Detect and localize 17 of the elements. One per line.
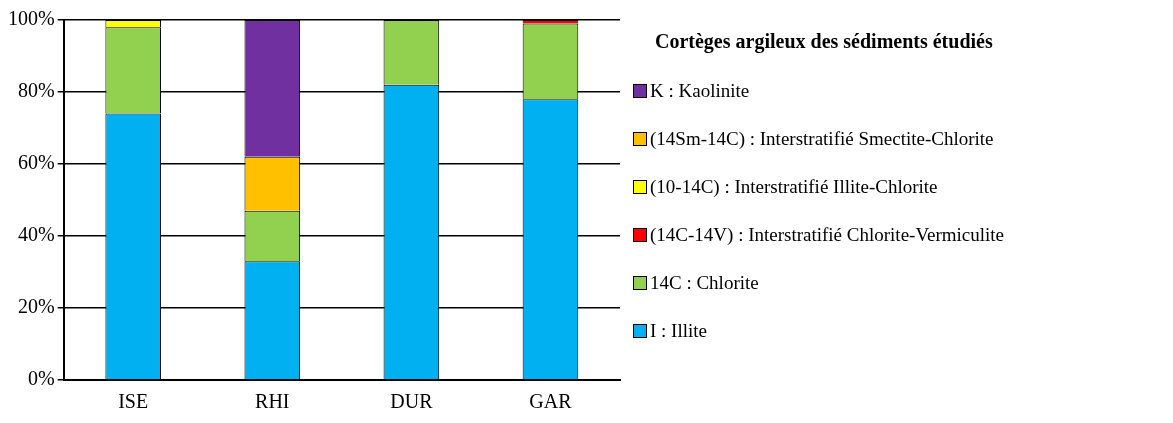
legend-label: (10-14C) : Interstratifié Illite-Chlorite (650, 176, 938, 198)
legend-label: I : Illite (650, 320, 707, 342)
y-tick-label: 60% (17, 151, 55, 174)
y-tick-label: 100% (7, 7, 55, 30)
legend-label: K : Kaolinite (650, 80, 750, 102)
x-tick-label: RHI (255, 390, 290, 413)
x-tick-label: GAR (529, 390, 573, 413)
legend-label: 14C : Chlorite (650, 272, 759, 294)
y-tick-label: 20% (17, 295, 55, 318)
y-tick-label: 0% (27, 367, 55, 390)
y-tick-label: 40% (17, 223, 55, 246)
x-tick-label: ISE (118, 390, 149, 413)
legend-label: (14C-14V) : Interstratifié Chlorite-Vermiculite (650, 224, 1005, 246)
y-tick-label: 80% (17, 79, 55, 102)
legend-title: Cortèges argileux des sédiments étudiés (655, 30, 994, 53)
x-tick-label: DUR (390, 390, 434, 413)
legend-label: (14Sm-14C) : Interstratifié Smectite-Chlorite (650, 128, 994, 150)
